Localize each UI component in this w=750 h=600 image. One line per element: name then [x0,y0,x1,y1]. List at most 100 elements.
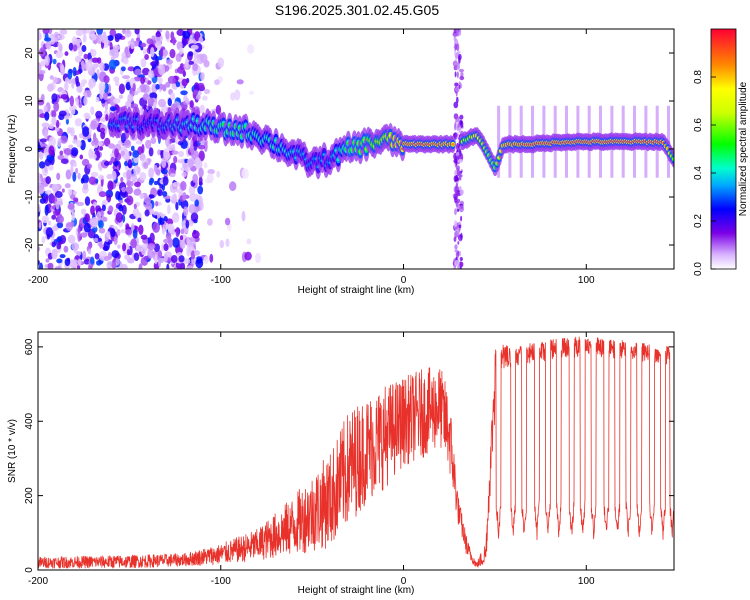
spectrogram-noise-blob [65,169,72,180]
spectrogram-noise-blob [173,156,178,164]
spectrogram-x-label: Height of straight line (km) [298,285,415,296]
spectrogram-noise-blob [113,236,118,245]
spectrogram-noise-blob [198,150,205,161]
spectrogram-noise-blob [199,53,208,63]
spectrogram-stripe-blob [460,83,463,89]
spectrogram-noise-blob [181,78,188,87]
spectrogram-noise-blob [186,265,193,269]
spectrogram-noise-blob [146,80,152,85]
x-tick-label: 0 [401,576,407,587]
spectrogram-noise-blob [98,227,106,234]
spectrogram-noise-blob [188,51,194,57]
spectrogram-stripe-blob [455,86,459,93]
y-tick-label: 600 [24,338,35,355]
spectrogram-noise-blob [157,257,162,268]
spectrogram-noise-blob [182,37,187,47]
spectrogram-noise-blob [159,217,165,225]
spectrogram-noise-blob [44,55,50,66]
spectrogram-noise-blob [93,63,100,68]
spectrogram-noise-blob [170,92,176,101]
spectrogram-noise-blob [81,45,87,52]
spectrogram-stripe-blob [455,174,458,182]
spectrogram-noise-blob [72,171,77,182]
spectrogram-noise-blob [43,105,48,114]
spectrogram-noise-blob [121,229,125,234]
colorbar-scale [710,28,737,270]
spectrogram-noise-blob [101,204,106,212]
spectrogram-noise-blob [143,161,149,169]
spectrogram-stripe-blob [454,62,459,66]
spectrogram-noise-blob [152,222,161,233]
spectrogram-noise-blob [180,262,186,269]
spectrogram-noise-blob [80,232,88,238]
spectrogram-noise-blob [76,86,83,93]
spectrogram-noise-blob [108,143,115,149]
colorbar: 0.0 0.2 0.4 0.6 0.8 Normalized spectral ampl… [693,28,749,276]
spectrogram-noise-blob [165,59,173,65]
spectrogram-noise-blob [132,150,140,158]
spectrogram-noise-blob [195,258,204,269]
spectrogram-noise-blob [51,183,59,192]
spectrogram-noise-blob [44,129,48,140]
spectrogram-noise-blob [236,79,244,85]
spectrogram-noise-blob [38,183,45,195]
spectrogram-noise-blob [71,242,80,251]
spectrogram-noise-blob [39,47,46,57]
spectrogram-noise-blob [249,90,254,95]
spectrogram-stripe-blob [458,53,462,61]
spectrogram-noise-blob [55,126,60,132]
spectrogram-noise-blob [121,66,126,72]
snr-y-label: SNR (10 * v/v) [7,419,18,483]
spectrogram-noise-blob [167,204,171,215]
spectrogram-stripe-blob [454,259,460,266]
spectrogram-noise-blob [180,181,187,191]
spectrogram-noise-blob [154,180,158,186]
spectrogram-noise-blob [121,52,126,59]
snr-frame [37,331,675,571]
spectrogram-noise-blob [66,127,73,134]
spectrogram-noise-blob [90,106,95,116]
spectrogram-noise-blob [93,137,99,146]
spectrogram-noise-blob [182,30,191,39]
spectrogram-noise-blob [192,173,199,183]
spectrogram-noise-blob [73,162,77,168]
spectrogram-noise-blob [107,180,114,191]
spectrogram-noise-blob [88,33,97,41]
spectrogram-noise-blob [164,65,170,72]
spectrogram-stripe-blob [459,75,465,81]
spectrogram-noise-blob [229,181,237,192]
spectrogram-noise-blob [63,148,72,156]
spectrogram-stripe-blob [456,43,460,51]
spectrogram-noise-blob [185,219,190,229]
spectrogram-noise-blob [187,159,194,168]
spectrogram-noise-blob [165,232,172,240]
spectrogram-noise-blob [124,139,132,148]
spectrogram-noise-blob [193,89,199,96]
spectrogram-noise-blob [183,206,189,217]
spectrogram-noise-blob [55,203,60,210]
spectrogram-noise-blob [114,148,119,158]
snr-background [38,332,674,570]
spectrogram-noise-blob [82,250,87,261]
spectrogram-noise-blob [58,110,67,117]
spectrogram-noise-blob [41,215,49,224]
spectrogram-stripe-blob [454,121,457,128]
spectrogram-noise-blob [153,164,158,173]
spectrogram-noise-blob [163,243,169,252]
spectrogram-noise-blob [180,90,188,96]
spectrogram-stripe-blob [453,36,457,41]
spectrogram-noise-blob [76,251,82,256]
spectrogram-noise-blob [64,183,71,189]
spectrogram-stripe-blob [458,126,461,133]
spectrogram-noise-blob [178,150,185,158]
spectrogram-noise-blob [48,164,54,171]
y-tick-label: 20 [24,47,35,59]
spectrogram-noise-blob [80,208,87,215]
spectrogram-noise-blob [51,214,57,220]
spectrogram-noise-blob [126,169,132,180]
spectrogram-noise-blob [100,117,107,123]
spectrogram-noise-blob [156,212,161,219]
spectrogram-noise-blob [169,48,176,59]
spectrogram-noise-blob [148,167,155,179]
spectrogram-noise-blob [198,167,204,178]
